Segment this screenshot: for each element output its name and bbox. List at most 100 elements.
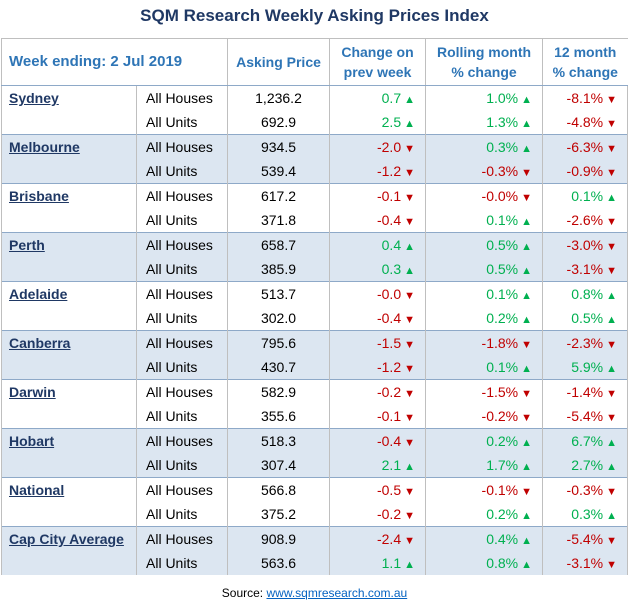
value: -0.4 bbox=[376, 212, 402, 228]
down-arrow-icon: ▼ bbox=[606, 388, 617, 400]
change-prev-week: 0.7 ▲ bbox=[329, 85, 426, 110]
asking-price: 375.2 bbox=[227, 502, 330, 527]
down-arrow-icon: ▼ bbox=[404, 339, 415, 351]
rolling-month-change: 0.1% ▲ bbox=[425, 208, 543, 233]
value: 0.1% bbox=[486, 212, 519, 228]
value: -0.3% bbox=[481, 163, 519, 179]
value: -0.2% bbox=[481, 408, 519, 424]
down-arrow-icon: ▼ bbox=[521, 412, 532, 424]
value: -1.2 bbox=[376, 359, 402, 375]
down-arrow-icon: ▼ bbox=[404, 192, 415, 204]
table-row: All Units 375.2 -0.2 ▼ 0.2% ▲ 0.3% ▲ bbox=[2, 502, 628, 527]
value: -0.3% bbox=[566, 482, 604, 498]
down-arrow-icon: ▼ bbox=[404, 290, 415, 302]
down-arrow-icon: ▼ bbox=[606, 559, 617, 571]
change-prev-week: -0.1 ▼ bbox=[329, 404, 426, 429]
value: 0.5% bbox=[571, 310, 604, 326]
up-arrow-icon: ▲ bbox=[404, 461, 415, 473]
value: -3.0% bbox=[566, 237, 604, 253]
up-arrow-icon: ▲ bbox=[606, 192, 617, 204]
down-arrow-icon: ▼ bbox=[606, 412, 617, 424]
asking-price-header: Asking Price bbox=[227, 38, 330, 86]
value: 0.2% bbox=[486, 310, 519, 326]
twelve-month-change: 6.7% ▲ bbox=[542, 428, 628, 453]
source-link[interactable]: www.sqmresearch.com.au bbox=[266, 586, 408, 600]
down-arrow-icon: ▼ bbox=[521, 192, 532, 204]
asking-price: 795.6 bbox=[227, 330, 330, 355]
twelve-month-change: 0.1% ▲ bbox=[542, 183, 628, 208]
week-ending-header: Week ending: 2 Jul 2019 bbox=[1, 38, 228, 86]
up-arrow-icon: ▲ bbox=[521, 559, 532, 571]
value: -0.4 bbox=[376, 433, 402, 449]
twelve-month-header: 12 month% change bbox=[542, 38, 628, 86]
dwelling-type: All Units bbox=[136, 208, 228, 233]
twelve-month-change: -3.1% ▼ bbox=[542, 551, 628, 575]
rolling-month-change: 0.3% ▲ bbox=[425, 134, 543, 159]
change-prev-week: -0.0 ▼ bbox=[329, 281, 426, 306]
table-row: All Units 430.7 -1.2 ▼ 0.1% ▲ 5.9% ▲ bbox=[2, 355, 628, 380]
rolling-month-change: -0.1% ▼ bbox=[425, 477, 543, 502]
asking-prices-table: Week ending: 2 Jul 2019 Asking Price Cha… bbox=[1, 38, 628, 575]
city-name: National bbox=[1, 477, 137, 527]
rolling-month-header: Rolling month% change bbox=[425, 38, 543, 86]
up-arrow-icon: ▲ bbox=[521, 118, 532, 130]
city-name: Perth bbox=[1, 232, 137, 282]
change-prev-week: -0.2 ▼ bbox=[329, 502, 426, 527]
down-arrow-icon: ▼ bbox=[606, 265, 617, 277]
change-prev-week: -0.5 ▼ bbox=[329, 477, 426, 502]
down-arrow-icon: ▼ bbox=[606, 339, 617, 351]
value: -6.3% bbox=[566, 139, 604, 155]
down-arrow-icon: ▼ bbox=[521, 388, 532, 400]
table-row: National All Houses 566.8 -0.5 ▼ -0.1% ▼ -0.3% ▼ bbox=[1, 477, 628, 527]
dwelling-type: All Units bbox=[136, 404, 228, 429]
down-arrow-icon: ▼ bbox=[404, 216, 415, 228]
rolling-month-change: 0.1% ▲ bbox=[425, 281, 543, 306]
asking-price: 563.6 bbox=[227, 551, 330, 575]
value: 5.9% bbox=[571, 359, 604, 375]
city-name: Brisbane bbox=[1, 183, 137, 233]
asking-price: 566.8 bbox=[227, 477, 330, 502]
asking-price: 430.7 bbox=[227, 355, 330, 380]
down-arrow-icon: ▼ bbox=[606, 94, 617, 106]
value: 1.1 bbox=[381, 555, 402, 571]
value: -2.3% bbox=[566, 335, 604, 351]
change-prev-week: 0.3 ▲ bbox=[329, 257, 426, 282]
value: -5.4% bbox=[566, 408, 604, 424]
twelve-month-change: -5.4% ▼ bbox=[542, 526, 628, 551]
down-arrow-icon: ▼ bbox=[404, 510, 415, 522]
value: -0.1 bbox=[376, 408, 402, 424]
dwelling-type: All Houses bbox=[136, 379, 228, 404]
up-arrow-icon: ▲ bbox=[521, 510, 532, 522]
value: -5.4% bbox=[566, 531, 604, 547]
value: -0.0% bbox=[481, 188, 519, 204]
rolling-month-change: 0.2% ▲ bbox=[425, 428, 543, 453]
asking-price: 302.0 bbox=[227, 306, 330, 331]
twelve-month-change: -5.4% ▼ bbox=[542, 404, 628, 429]
table-row: All Units 307.4 2.1 ▲ 1.7% ▲ 2.7% ▲ bbox=[2, 453, 628, 478]
down-arrow-icon: ▼ bbox=[404, 314, 415, 326]
twelve-month-change: -0.3% ▼ bbox=[542, 477, 628, 502]
value: -2.0 bbox=[376, 139, 402, 155]
value: 0.3% bbox=[571, 506, 604, 522]
table-row: Cap City Average All Houses 908.9 -2.4 ▼ 0.4%… bbox=[1, 526, 628, 575]
down-arrow-icon: ▼ bbox=[606, 241, 617, 253]
value: -0.2 bbox=[376, 506, 402, 522]
city-name: Hobart bbox=[1, 428, 137, 478]
twelve-month-change: -3.0% ▼ bbox=[542, 232, 628, 257]
up-arrow-icon: ▲ bbox=[521, 314, 532, 326]
value: 0.5% bbox=[486, 261, 519, 277]
down-arrow-icon: ▼ bbox=[404, 486, 415, 498]
value: 0.1% bbox=[571, 188, 604, 204]
twelve-month-change: 0.3% ▲ bbox=[542, 502, 628, 527]
value: -2.6% bbox=[566, 212, 604, 228]
rolling-month-change: 0.4% ▲ bbox=[425, 526, 543, 551]
city-name: Darwin bbox=[1, 379, 137, 429]
value: 0.3 bbox=[381, 261, 402, 277]
value: 0.3% bbox=[486, 139, 519, 155]
up-arrow-icon: ▲ bbox=[521, 216, 532, 228]
value: -1.5% bbox=[481, 384, 519, 400]
down-arrow-icon: ▼ bbox=[404, 143, 415, 155]
dwelling-type: All Houses bbox=[136, 134, 228, 159]
up-arrow-icon: ▲ bbox=[521, 461, 532, 473]
dwelling-type: All Houses bbox=[136, 232, 228, 257]
